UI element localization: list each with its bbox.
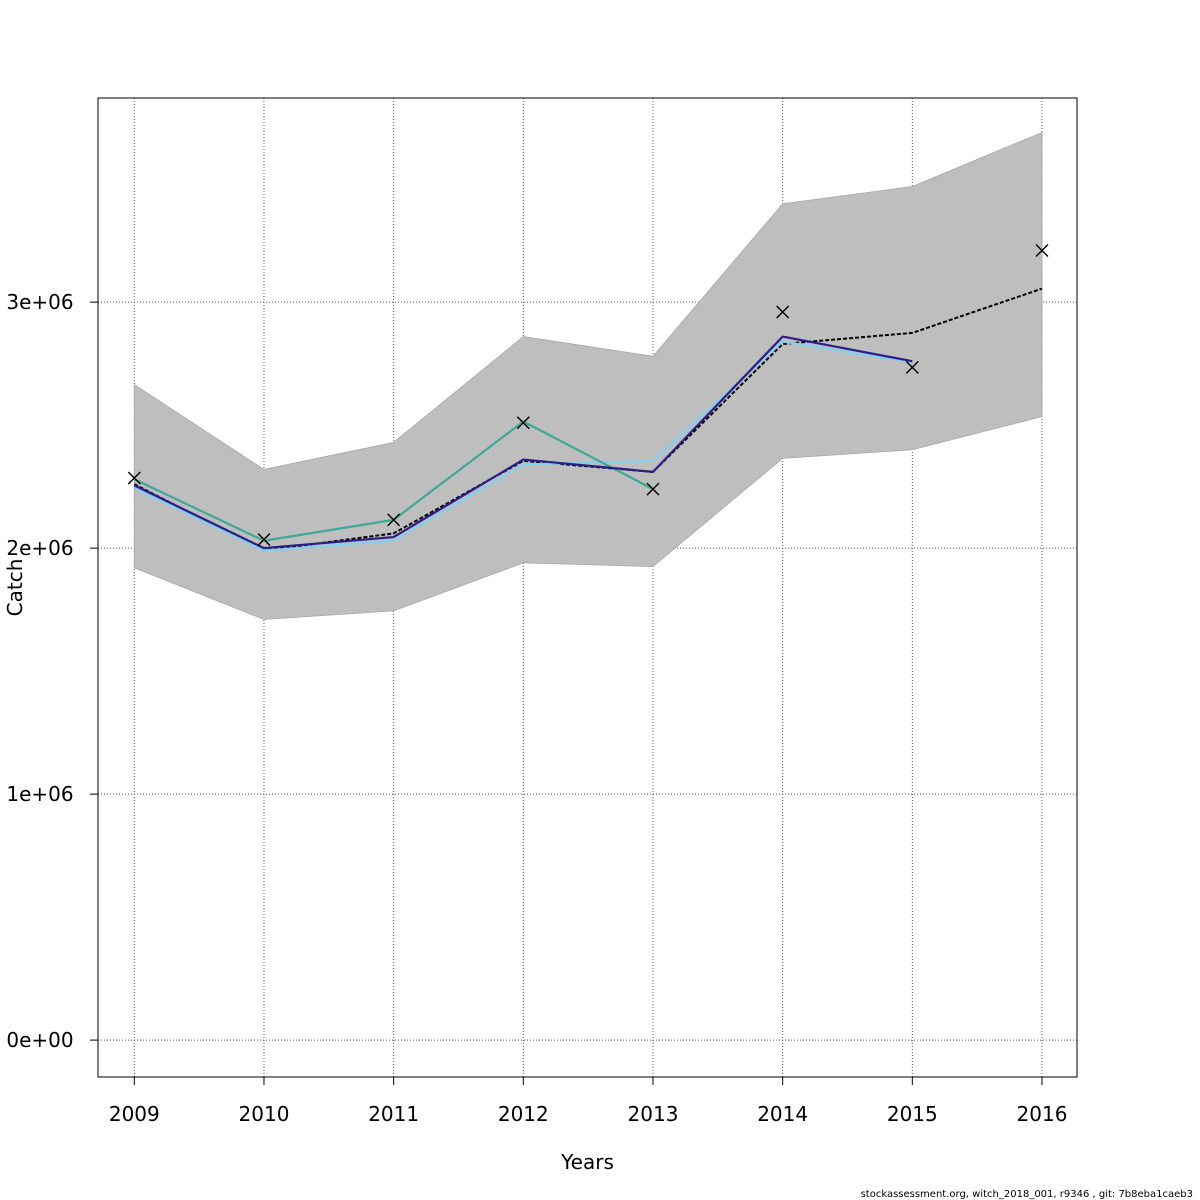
x-tick-label: 2011: [368, 1102, 419, 1126]
observed-point: [127, 471, 141, 485]
confidence-band: [133, 131, 1043, 620]
y-tick-label: 1e+06: [6, 782, 73, 806]
observed-point: [646, 482, 660, 496]
x-tick-label: 2013: [628, 1102, 679, 1126]
y-axis-ticks: 0e+00 1e+06 2e+06 3e+06: [6, 290, 98, 1052]
x-tick-label: 2015: [887, 1102, 938, 1126]
observed-point: [905, 360, 919, 374]
x-tick-label: 2014: [757, 1102, 808, 1126]
series-line-4: [133, 335, 913, 550]
plot-frame: [97, 97, 1078, 1078]
footer-note: stockassessment.org, witch_2018_001, r93…: [861, 1189, 1193, 1200]
y-tick-label: 0e+00: [6, 1028, 73, 1052]
observed-point: [516, 416, 530, 430]
y-tick-label: 3e+06: [6, 290, 73, 314]
confidence-band-layer: [133, 131, 1043, 620]
observed-point: [387, 513, 401, 527]
x-tick-label: 2016: [1017, 1102, 1068, 1126]
observed-point: [1035, 244, 1049, 258]
x-tick-label: 2009: [109, 1102, 160, 1126]
observed-point: [257, 533, 271, 547]
x-axis-title: Years: [560, 1150, 614, 1174]
series-line-2: [133, 340, 913, 552]
x-axis-ticks: 2009 2010 2011 2012 2013 2014 2015 2016: [109, 1077, 1068, 1126]
x-tick-label: 2010: [239, 1102, 290, 1126]
observed-point: [776, 305, 790, 319]
y-axis-title: Catch: [3, 559, 27, 617]
y-tick-label: 2e+06: [6, 536, 73, 560]
observed-markers: [127, 244, 1049, 547]
x-tick-label: 2012: [498, 1102, 549, 1126]
